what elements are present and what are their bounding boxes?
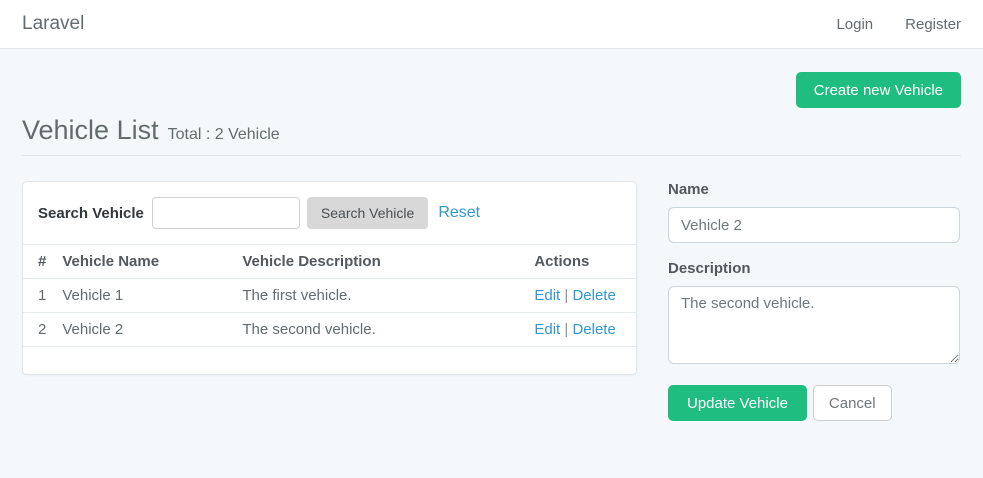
description-field-group: Description The second vehicle.: [668, 260, 960, 369]
content: Search Vehicle Search Vehicle Reset # Ve…: [22, 181, 961, 421]
vehicle-table: # Vehicle Name Vehicle Description Actio…: [23, 244, 636, 347]
total-count-label: Total : 2 Vehicle: [167, 126, 280, 143]
update-vehicle-button[interactable]: Update Vehicle: [668, 385, 807, 421]
description-label: Description: [668, 260, 751, 277]
vehicle-description: The second vehicle.: [234, 312, 527, 347]
form-buttons: Update Vehicle Cancel: [668, 385, 960, 421]
col-header-actions: Actions: [526, 244, 636, 279]
top-actions: Create new Vehicle: [22, 72, 961, 108]
search-button[interactable]: Search Vehicle: [306, 197, 429, 229]
description-textarea[interactable]: The second vehicle.: [668, 286, 960, 364]
name-input[interactable]: [668, 207, 960, 243]
name-field-group: Name: [668, 181, 960, 243]
action-separator: |: [564, 287, 569, 304]
search-input[interactable]: [151, 197, 300, 229]
edit-vehicle-form: Name Description The second vehicle. Upd…: [668, 181, 960, 421]
vehicle-list-panel: Search Vehicle Search Vehicle Reset # Ve…: [22, 181, 637, 375]
register-link[interactable]: Register: [905, 15, 961, 33]
heading-divider: [22, 155, 961, 156]
row-number: 2: [23, 312, 55, 347]
search-label: Search Vehicle: [38, 204, 144, 222]
brand-logo[interactable]: Laravel: [22, 13, 85, 34]
navbar-links: Login Register: [836, 16, 961, 33]
navbar: Laravel Login Register: [0, 0, 983, 49]
col-header-num: #: [23, 244, 55, 279]
search-bar: Search Vehicle Search Vehicle Reset: [23, 182, 636, 244]
page-heading: Vehicle List Total : 2 Vehicle: [22, 115, 961, 146]
vehicle-name: Vehicle 1: [54, 278, 235, 313]
login-link[interactable]: Login: [836, 15, 874, 33]
delete-link[interactable]: Delete: [572, 287, 616, 304]
col-header-description: Vehicle Description: [234, 244, 527, 279]
vehicle-description: The first vehicle.: [234, 278, 527, 313]
reset-link[interactable]: Reset: [438, 204, 481, 221]
edit-link[interactable]: Edit: [534, 287, 561, 304]
row-number: 1: [23, 278, 55, 313]
edit-link[interactable]: Edit: [534, 321, 561, 338]
row-actions: Edit | Delete: [526, 312, 636, 347]
vehicle-name: Vehicle 2: [54, 312, 235, 347]
table-row: 1 Vehicle 1 The first vehicle. Edit | De…: [23, 278, 636, 313]
page-title: Vehicle List: [22, 115, 159, 145]
action-separator: |: [564, 321, 569, 338]
table-header-row: # Vehicle Name Vehicle Description Actio…: [23, 244, 636, 279]
delete-link[interactable]: Delete: [572, 321, 616, 338]
row-actions: Edit | Delete: [526, 278, 636, 313]
cancel-button[interactable]: Cancel: [812, 385, 892, 421]
table-row: 2 Vehicle 2 The second vehicle. Edit | D…: [23, 312, 636, 347]
page-container: Create new Vehicle Vehicle List Total : …: [0, 72, 983, 421]
name-label: Name: [668, 181, 709, 198]
col-header-name: Vehicle Name: [54, 244, 235, 279]
create-vehicle-button[interactable]: Create new Vehicle: [795, 72, 961, 108]
